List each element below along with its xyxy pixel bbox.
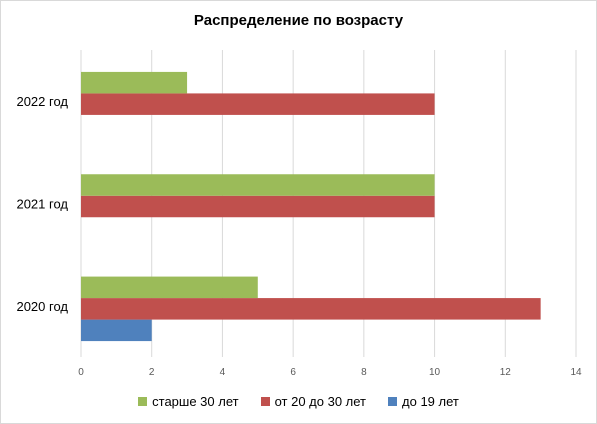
legend-item: до 19 лет (388, 394, 459, 409)
legend-swatch (388, 397, 398, 406)
x-tick-label: 2 (149, 367, 155, 378)
chart-title: Распределение по возрасту (193, 12, 404, 29)
category-label: 2020 год (16, 299, 68, 314)
legend-label: старше 30 лет (152, 394, 239, 409)
x-tick-label: 14 (570, 367, 582, 378)
x-tick-label: 12 (500, 367, 512, 378)
bar-2020-год-series-0 (81, 319, 152, 342)
bar-2021-год-series-2 (81, 174, 435, 196)
x-tick-label: 10 (429, 367, 441, 378)
legend-swatch (260, 397, 270, 406)
legend-swatch (138, 397, 148, 406)
category-labels: 2020 год 2021 год 2022 год (16, 94, 68, 314)
bar-2020-год-series-1 (81, 298, 541, 320)
x-tick-label: 8 (361, 367, 367, 378)
legend-item: от 20 до 30 лет (260, 394, 367, 409)
legend: старше 30 лет от 20 до 30 лет до 19 лет (0, 394, 597, 409)
category-label: 2022 год (16, 94, 68, 109)
legend-label: от 20 до 30 лет (274, 394, 367, 409)
x-tick-label: 4 (220, 367, 226, 378)
bar-2022-год-series-1 (81, 93, 435, 115)
bars (81, 71, 541, 342)
bar-2021-год-series-1 (81, 195, 435, 218)
category-label: 2021 год (16, 197, 68, 212)
bar-2022-год-series-2 (81, 71, 188, 94)
x-tick-label: 6 (290, 367, 296, 378)
x-tick-labels: 0 2 4 6 8 10 12 14 (78, 367, 582, 378)
legend-item: старше 30 лет (138, 394, 239, 409)
x-tick-label: 0 (78, 367, 84, 378)
bar-2020-год-series-2 (81, 276, 258, 299)
legend-label: до 19 лет (402, 394, 459, 409)
